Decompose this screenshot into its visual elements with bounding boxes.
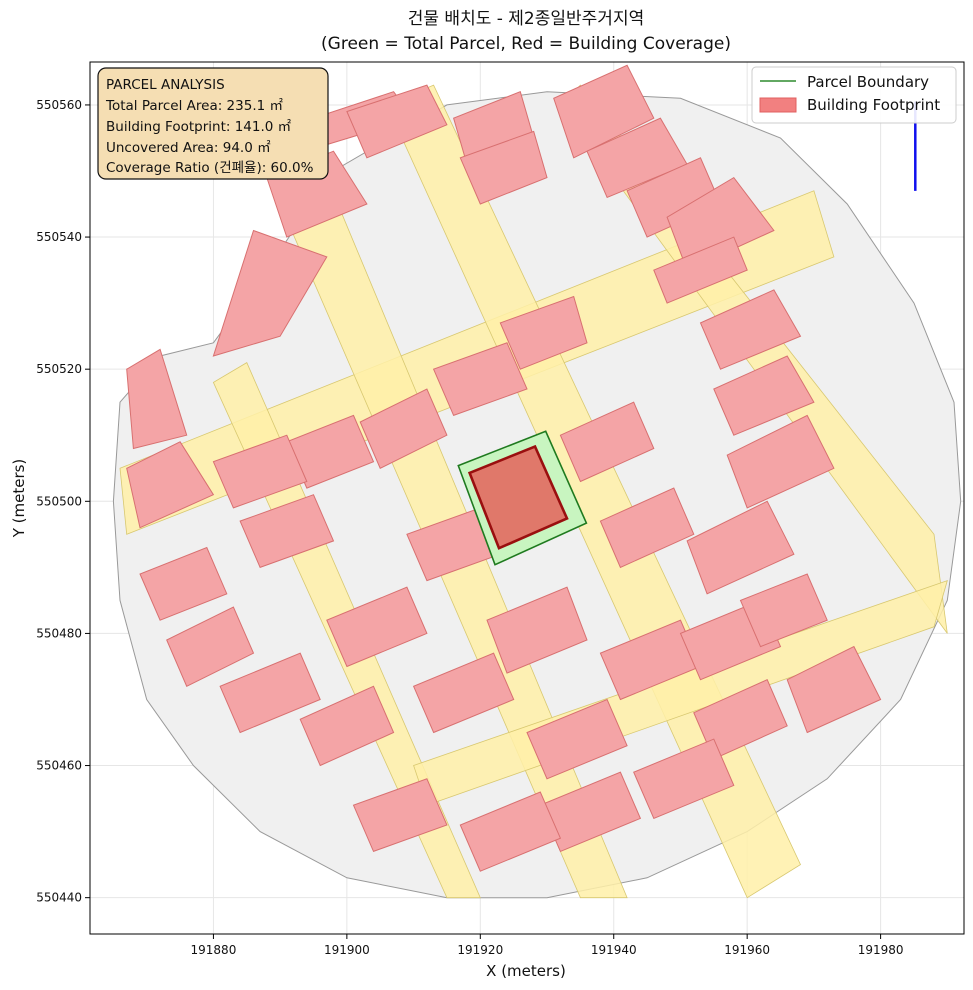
building-footprint-28 bbox=[486, 586, 588, 674]
building-footprint-1 bbox=[212, 229, 328, 357]
legend: Parcel Boundary Building Footprint bbox=[751, 66, 957, 124]
building-footprint-31 bbox=[599, 619, 702, 701]
building-footprint-13 bbox=[713, 355, 815, 436]
x-tick-label-2: 191920 bbox=[457, 943, 503, 957]
x-tick-label-4: 191960 bbox=[724, 943, 770, 957]
building-footprint-22 bbox=[212, 434, 308, 509]
y-tick-label-3: 550500 bbox=[36, 494, 82, 508]
x-axis-ticks: 191880 191900 191920 191940 191960 191980 bbox=[191, 934, 904, 957]
info-line-coverage-ratio: Coverage Ratio (건폐율): 60.0% bbox=[106, 160, 314, 176]
info-line-total-area: Total Parcel Area: 235.1 ㎡ bbox=[105, 98, 283, 114]
y-tick-label-1: 550460 bbox=[36, 759, 82, 773]
y-tick-label-2: 550480 bbox=[36, 626, 82, 640]
info-line-footprint: Building Footprint: 141.0 ㎡ bbox=[106, 119, 292, 135]
building-footprint-42 bbox=[166, 606, 255, 687]
building-footprint-36 bbox=[633, 738, 735, 820]
building-footprint-40 bbox=[299, 685, 395, 767]
building-footprint-29 bbox=[412, 652, 515, 734]
building-footprint-12 bbox=[699, 289, 802, 370]
x-tick-label-0: 191880 bbox=[191, 943, 237, 957]
x-axis-label: X (meters) bbox=[486, 962, 566, 980]
building-footprint-7 bbox=[553, 64, 655, 159]
building-footprint-20 bbox=[359, 388, 448, 469]
building-footprint-26 bbox=[326, 586, 428, 668]
chart-title-line-1: 건물 배치도 - 제2종일반주거지역 bbox=[408, 9, 644, 29]
building-footprint-18 bbox=[499, 295, 588, 370]
chart-title-line-2: (Green = Total Parcel, Red = Building Co… bbox=[321, 34, 731, 54]
building-footprint-15 bbox=[686, 500, 795, 595]
building-footprint-25 bbox=[239, 494, 335, 569]
y-tick-label-5: 550540 bbox=[36, 230, 82, 244]
parcel-analysis-box: PARCEL ANALYSIS Total Parcel Area: 235.1… bbox=[97, 67, 329, 180]
building-footprint-17 bbox=[559, 401, 655, 483]
building-footprint-19 bbox=[432, 342, 528, 417]
info-line-heading: PARCEL ANALYSIS bbox=[106, 77, 225, 93]
x-tick-label-1: 191900 bbox=[324, 943, 370, 957]
legend-parcel-label: Parcel Boundary bbox=[807, 73, 929, 91]
plot-frame bbox=[89, 61, 965, 935]
building-footprint-39 bbox=[352, 778, 448, 853]
building-footprint-30 bbox=[526, 698, 628, 780]
legend-frame bbox=[751, 66, 957, 124]
y-tick-label-4: 550520 bbox=[36, 362, 82, 376]
legend-building-label: Building Footprint bbox=[807, 96, 940, 114]
building-footprint-38 bbox=[459, 791, 562, 872]
building-footprint-41 bbox=[219, 652, 321, 734]
target-building bbox=[467, 444, 569, 550]
building-footprint-33 bbox=[739, 573, 828, 648]
info-box-background bbox=[97, 67, 329, 180]
building-footprint-0 bbox=[126, 348, 188, 450]
y-tick-label-0: 550440 bbox=[36, 891, 82, 905]
building-footprint-14 bbox=[726, 414, 835, 509]
building-footprint-16 bbox=[599, 487, 695, 569]
parcel-layer bbox=[457, 101, 917, 566]
x-tick-label-3: 191940 bbox=[591, 943, 637, 957]
y-tick-label-6: 550560 bbox=[36, 98, 82, 112]
legend-building-swatch bbox=[759, 97, 797, 113]
building-footprint-34 bbox=[786, 645, 882, 734]
building-footprint-6 bbox=[459, 130, 548, 205]
info-line-uncovered: Uncovered Area: 94.0 ㎡ bbox=[106, 140, 271, 156]
building-footprint-23 bbox=[126, 441, 215, 529]
y-axis-label: Y (meters) bbox=[10, 459, 28, 539]
y-axis-ticks: 550440 550460 550480 550500 550520 550540 5505… bbox=[36, 98, 90, 905]
chart-title: 건물 배치도 - 제2종일반주거지역 (Green = Total Parcel… bbox=[321, 9, 731, 54]
building-footprint-10 bbox=[666, 176, 775, 271]
x-tick-label-5: 191980 bbox=[858, 943, 904, 957]
building-footprint-11 bbox=[653, 236, 748, 304]
building-footprint-4 bbox=[346, 84, 448, 159]
building-footprint-35 bbox=[693, 679, 788, 760]
building-footprint-24 bbox=[139, 546, 228, 621]
